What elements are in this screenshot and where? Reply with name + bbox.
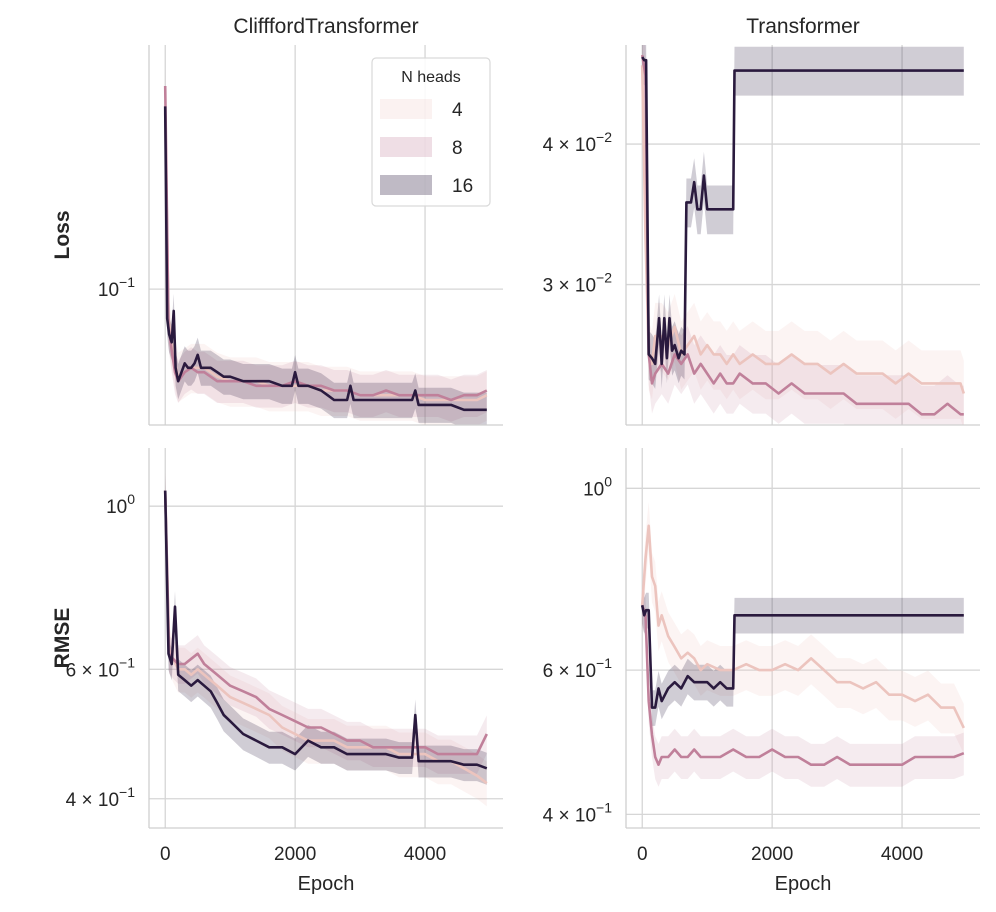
panel-title: Transformer [746, 15, 860, 38]
legend-label: 16 [452, 176, 473, 197]
plot-area [163, 65, 488, 425]
legend: N heads 4 8 16 [371, 57, 491, 207]
panel-bottom-right: 100 6 × 10−1 4 × 10−1 0 2000 4000 Epoch [543, 448, 980, 895]
y-tick-label: 100 [106, 491, 135, 518]
x-tick-label: 0 [160, 844, 171, 865]
x-axis-label: Epoch [775, 873, 832, 895]
band-8 [165, 65, 487, 422]
band-4 [165, 88, 487, 425]
series-line-4 [640, 524, 965, 729]
panel-top-left: 10−1 ClifffordTransformer Loss [51, 15, 503, 426]
band-8 [642, 45, 964, 425]
legend-title: N heads [401, 69, 461, 86]
y-tick-label: 4 × 10−1 [66, 784, 136, 811]
row-label: Loss [51, 210, 74, 259]
y-tick-label: 100 [583, 473, 612, 500]
series-line-8 [640, 604, 965, 767]
band-16 [642, 587, 964, 726]
x-axis-label: Epoch [298, 873, 355, 895]
legend-swatch-8 [380, 137, 432, 157]
y-tick-label: 4 × 10−1 [543, 799, 613, 826]
legend-label: 4 [452, 100, 463, 121]
legend-frame [371, 57, 491, 207]
y-tick-label: 3 × 10−2 [543, 270, 613, 297]
x-tick-label: 2000 [751, 844, 793, 865]
x-tick-label: 0 [637, 844, 648, 865]
legend-swatch-4 [380, 99, 432, 119]
y-tick-label: 4 × 10−2 [543, 129, 613, 156]
row-label: RMSE [51, 608, 74, 669]
band-16 [165, 89, 487, 425]
y-tick-label: 6 × 10−1 [66, 654, 136, 681]
legend-label: 8 [452, 138, 463, 159]
series-line-16 [641, 56, 964, 366]
y-tick-label: 6 × 10−1 [543, 655, 613, 682]
plot-area [640, 501, 965, 787]
series-line-8 [640, 54, 964, 416]
series-line-16 [163, 106, 487, 412]
band-4 [165, 469, 487, 807]
x-tick-label: 2000 [274, 844, 316, 865]
x-tick-label: 4000 [881, 844, 923, 865]
series-line-8 [163, 85, 488, 402]
band-4 [642, 45, 964, 425]
y-tick-label: 10−1 [98, 274, 135, 301]
series-line-4 [163, 490, 488, 785]
series-line-16 [640, 604, 964, 709]
panel-title: ClifffordTransformer [233, 15, 418, 38]
panel-bottom-left: 100 6 × 10−1 4 × 10−1 0 2000 4000 Epoch RMSE [51, 448, 503, 895]
plot-area [163, 469, 488, 807]
x-tick-label: 4000 [404, 844, 446, 865]
panel-top-right: 4 × 10−2 3 × 10−2 Transformer [543, 15, 980, 426]
legend-swatch-16 [380, 175, 432, 195]
series-line-16 [163, 490, 488, 770]
band-8 [165, 472, 487, 774]
band-8 [642, 584, 964, 787]
series-line-8 [163, 490, 488, 756]
plot-area [640, 45, 966, 425]
